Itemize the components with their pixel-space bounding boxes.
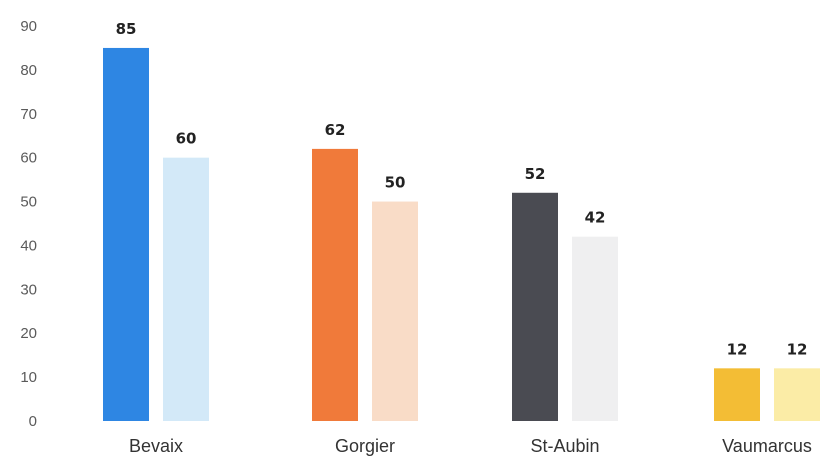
y-tick-label: 60 (20, 150, 37, 167)
y-tick-label: 80 (20, 62, 37, 79)
data-label: 52 (525, 165, 546, 183)
data-label: 12 (727, 340, 748, 358)
bar-group (103, 48, 820, 421)
data-label: 50 (385, 174, 406, 192)
y-tick-label: 70 (20, 106, 37, 123)
bar-bevaix-2 (163, 158, 209, 421)
y-tick-label: 30 (20, 281, 37, 298)
y-axis: 0 10 20 30 40 50 60 70 80 90 (20, 18, 37, 430)
bar-vaumarcus-1 (714, 368, 760, 421)
data-label: 12 (787, 340, 808, 358)
bar-st-aubin-1 (512, 193, 558, 421)
bar-bevaix-1 (103, 48, 149, 421)
x-tick-label: Bevaix (129, 436, 183, 456)
x-tick-label: Vaumarcus (722, 436, 812, 456)
data-labels: 85 60 62 50 52 42 12 12 (116, 20, 808, 358)
data-label: 42 (585, 209, 606, 227)
data-label: 85 (116, 20, 137, 38)
x-tick-label: St-Aubin (530, 436, 599, 456)
data-label: 60 (176, 130, 197, 148)
y-tick-label: 50 (20, 194, 37, 211)
bar-gorgier-1 (312, 149, 358, 421)
y-tick-label: 90 (20, 18, 37, 35)
data-label: 62 (325, 121, 346, 139)
bar-st-aubin-2 (572, 237, 618, 421)
y-tick-label: 40 (20, 237, 37, 254)
bar-vaumarcus-2 (774, 368, 820, 421)
y-tick-label: 10 (20, 369, 37, 386)
x-tick-label: Gorgier (335, 436, 395, 456)
x-axis: Bevaix Gorgier St-Aubin Vaumarcus (129, 436, 812, 456)
bar-gorgier-2 (372, 202, 418, 421)
y-tick-label: 0 (29, 413, 37, 430)
y-tick-label: 20 (20, 325, 37, 342)
